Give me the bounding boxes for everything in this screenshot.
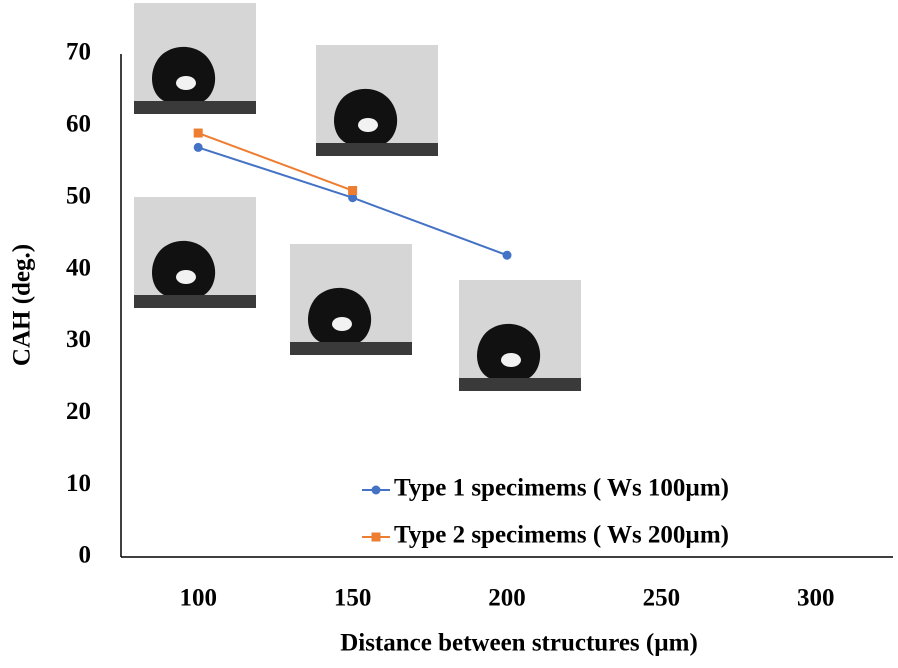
marker xyxy=(348,193,358,203)
y-tick-label: 0 xyxy=(79,542,92,569)
x-tick-label: 250 xyxy=(643,585,681,612)
y-tick-label: 30 xyxy=(66,326,91,353)
droplet-image xyxy=(134,197,256,308)
droplet-image xyxy=(316,45,438,156)
legend-label: Type 1 specimems ( Ws 100µm) xyxy=(394,475,729,502)
x-tick-label: 100 xyxy=(179,585,217,612)
marker xyxy=(193,128,203,138)
y-tick-label: 60 xyxy=(66,111,91,138)
droplet-image xyxy=(290,244,412,355)
y-tick-label: 10 xyxy=(66,470,91,497)
y-axis-title: CAH (deg.) xyxy=(9,244,36,366)
y-tick-label: 40 xyxy=(66,254,91,281)
x-tick-label: 300 xyxy=(797,585,835,612)
series-line xyxy=(197,132,353,192)
legend-marker xyxy=(371,532,381,542)
legend-marker xyxy=(371,485,381,495)
marker xyxy=(348,186,358,196)
droplet-images xyxy=(134,3,581,391)
y-tick-label: 20 xyxy=(66,398,91,425)
marker xyxy=(502,250,512,260)
marker xyxy=(193,142,203,152)
x-axis-title: Distance between structures (µm) xyxy=(340,630,698,657)
x-tick-label: 150 xyxy=(334,585,372,612)
y-tick-label: 70 xyxy=(66,39,91,66)
droplet-image xyxy=(134,3,256,114)
x-tick-label: 200 xyxy=(488,585,526,612)
droplet-image xyxy=(459,280,581,391)
legend-label: Type 2 specimems ( Ws 200µm) xyxy=(394,522,729,549)
y-tick-label: 50 xyxy=(66,182,91,209)
